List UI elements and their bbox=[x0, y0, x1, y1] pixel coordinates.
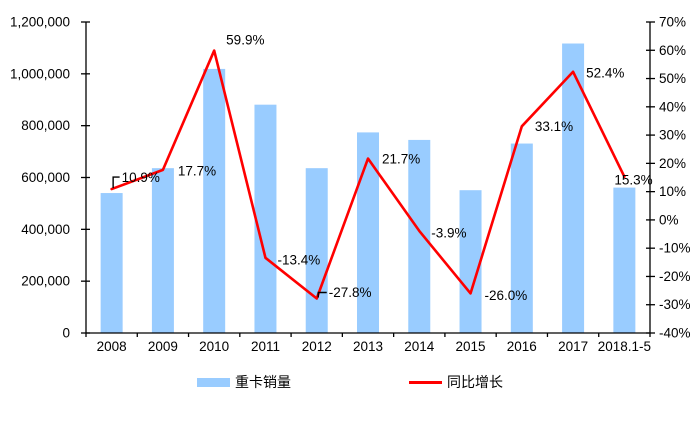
data-label-2017: 52.4% bbox=[586, 65, 624, 80]
x-axis-category-label: 2008 bbox=[97, 339, 127, 354]
data-label-2008: 10.9% bbox=[122, 170, 160, 185]
data-label-2015: -26.0% bbox=[485, 288, 528, 303]
line-series-label: 同比增长 bbox=[447, 374, 503, 390]
right-axis-tick-label: 40% bbox=[659, 99, 686, 114]
bar-2011 bbox=[254, 104, 277, 333]
x-axis-category-label: 2015 bbox=[456, 339, 486, 354]
bar-2012 bbox=[305, 168, 328, 333]
chart-legend: 重卡销量 同比增长 bbox=[0, 370, 700, 394]
x-axis-category-label: 2013 bbox=[353, 339, 383, 354]
legend-item-line-series: 同比增长 bbox=[409, 375, 503, 389]
right-axis-tick-label: 50% bbox=[659, 71, 686, 86]
right-axis-tick-label: 70% bbox=[659, 15, 686, 30]
legend-item-bar-series: 重卡销量 bbox=[197, 375, 291, 389]
bar-2010 bbox=[203, 68, 226, 333]
left-axis-tick-label: 1,200,000 bbox=[10, 15, 70, 30]
data-label-2011: -13.4% bbox=[277, 252, 320, 267]
right-axis-tick-label: 10% bbox=[659, 184, 686, 199]
bar-2014 bbox=[408, 139, 431, 333]
right-axis-tick-label: 60% bbox=[659, 43, 686, 58]
right-axis-tick-label: 0% bbox=[659, 212, 679, 227]
left-axis-tick-label: 400,000 bbox=[21, 222, 70, 237]
data-label-2010: 59.9% bbox=[226, 32, 264, 47]
x-axis-category-label: 2018.1-5 bbox=[598, 339, 651, 354]
right-axis-tick-label: -10% bbox=[659, 241, 691, 256]
x-axis-category-label: 2017 bbox=[558, 339, 588, 354]
bar-2018.1-5 bbox=[613, 187, 636, 333]
bar-2013 bbox=[357, 132, 379, 333]
growth-line bbox=[110, 49, 626, 300]
data-label-leader bbox=[112, 176, 120, 189]
bar-series-label: 重卡销量 bbox=[235, 374, 291, 390]
right-axis-tick-label: 20% bbox=[659, 156, 686, 171]
bar-2017 bbox=[562, 43, 585, 333]
right-axis-tick-label: 30% bbox=[659, 128, 686, 143]
left-axis-tick-label: 1,000,000 bbox=[10, 66, 70, 81]
x-axis-category-label: 2011 bbox=[251, 339, 280, 354]
data-label-2014: -3.9% bbox=[431, 226, 466, 241]
line-series-swatch bbox=[409, 380, 442, 384]
x-axis-category-label: 2012 bbox=[302, 339, 332, 354]
right-axis-tick-label: -40% bbox=[659, 326, 691, 341]
left-axis-tick-label: 600,000 bbox=[21, 170, 70, 185]
bar-2016 bbox=[510, 143, 533, 333]
bar-2015 bbox=[459, 190, 482, 333]
left-axis-tick-label: 800,000 bbox=[21, 118, 70, 133]
left-axis-tick-label: 0 bbox=[62, 326, 70, 341]
bar-2009 bbox=[151, 168, 174, 333]
data-label-2018.1-5: 15.3% bbox=[614, 172, 652, 187]
data-label-leader bbox=[317, 291, 327, 298]
bar-2008 bbox=[100, 193, 123, 333]
data-label-2016: 33.1% bbox=[535, 119, 573, 134]
x-axis-category-label: 2014 bbox=[404, 339, 435, 354]
bar-series-swatch bbox=[197, 377, 230, 387]
right-axis-tick-label: -30% bbox=[659, 297, 691, 312]
x-axis-category-label: 2009 bbox=[148, 339, 178, 354]
left-axis-tick-label: 200,000 bbox=[21, 274, 70, 289]
x-axis-category-label: 2010 bbox=[199, 339, 229, 354]
right-axis-tick-label: -20% bbox=[659, 269, 691, 284]
data-label-2009: 17.7% bbox=[178, 164, 216, 179]
data-label-2013: 21.7% bbox=[382, 151, 420, 166]
data-label-2012: -27.8% bbox=[329, 285, 372, 300]
x-axis-category-label: 2016 bbox=[507, 339, 537, 354]
